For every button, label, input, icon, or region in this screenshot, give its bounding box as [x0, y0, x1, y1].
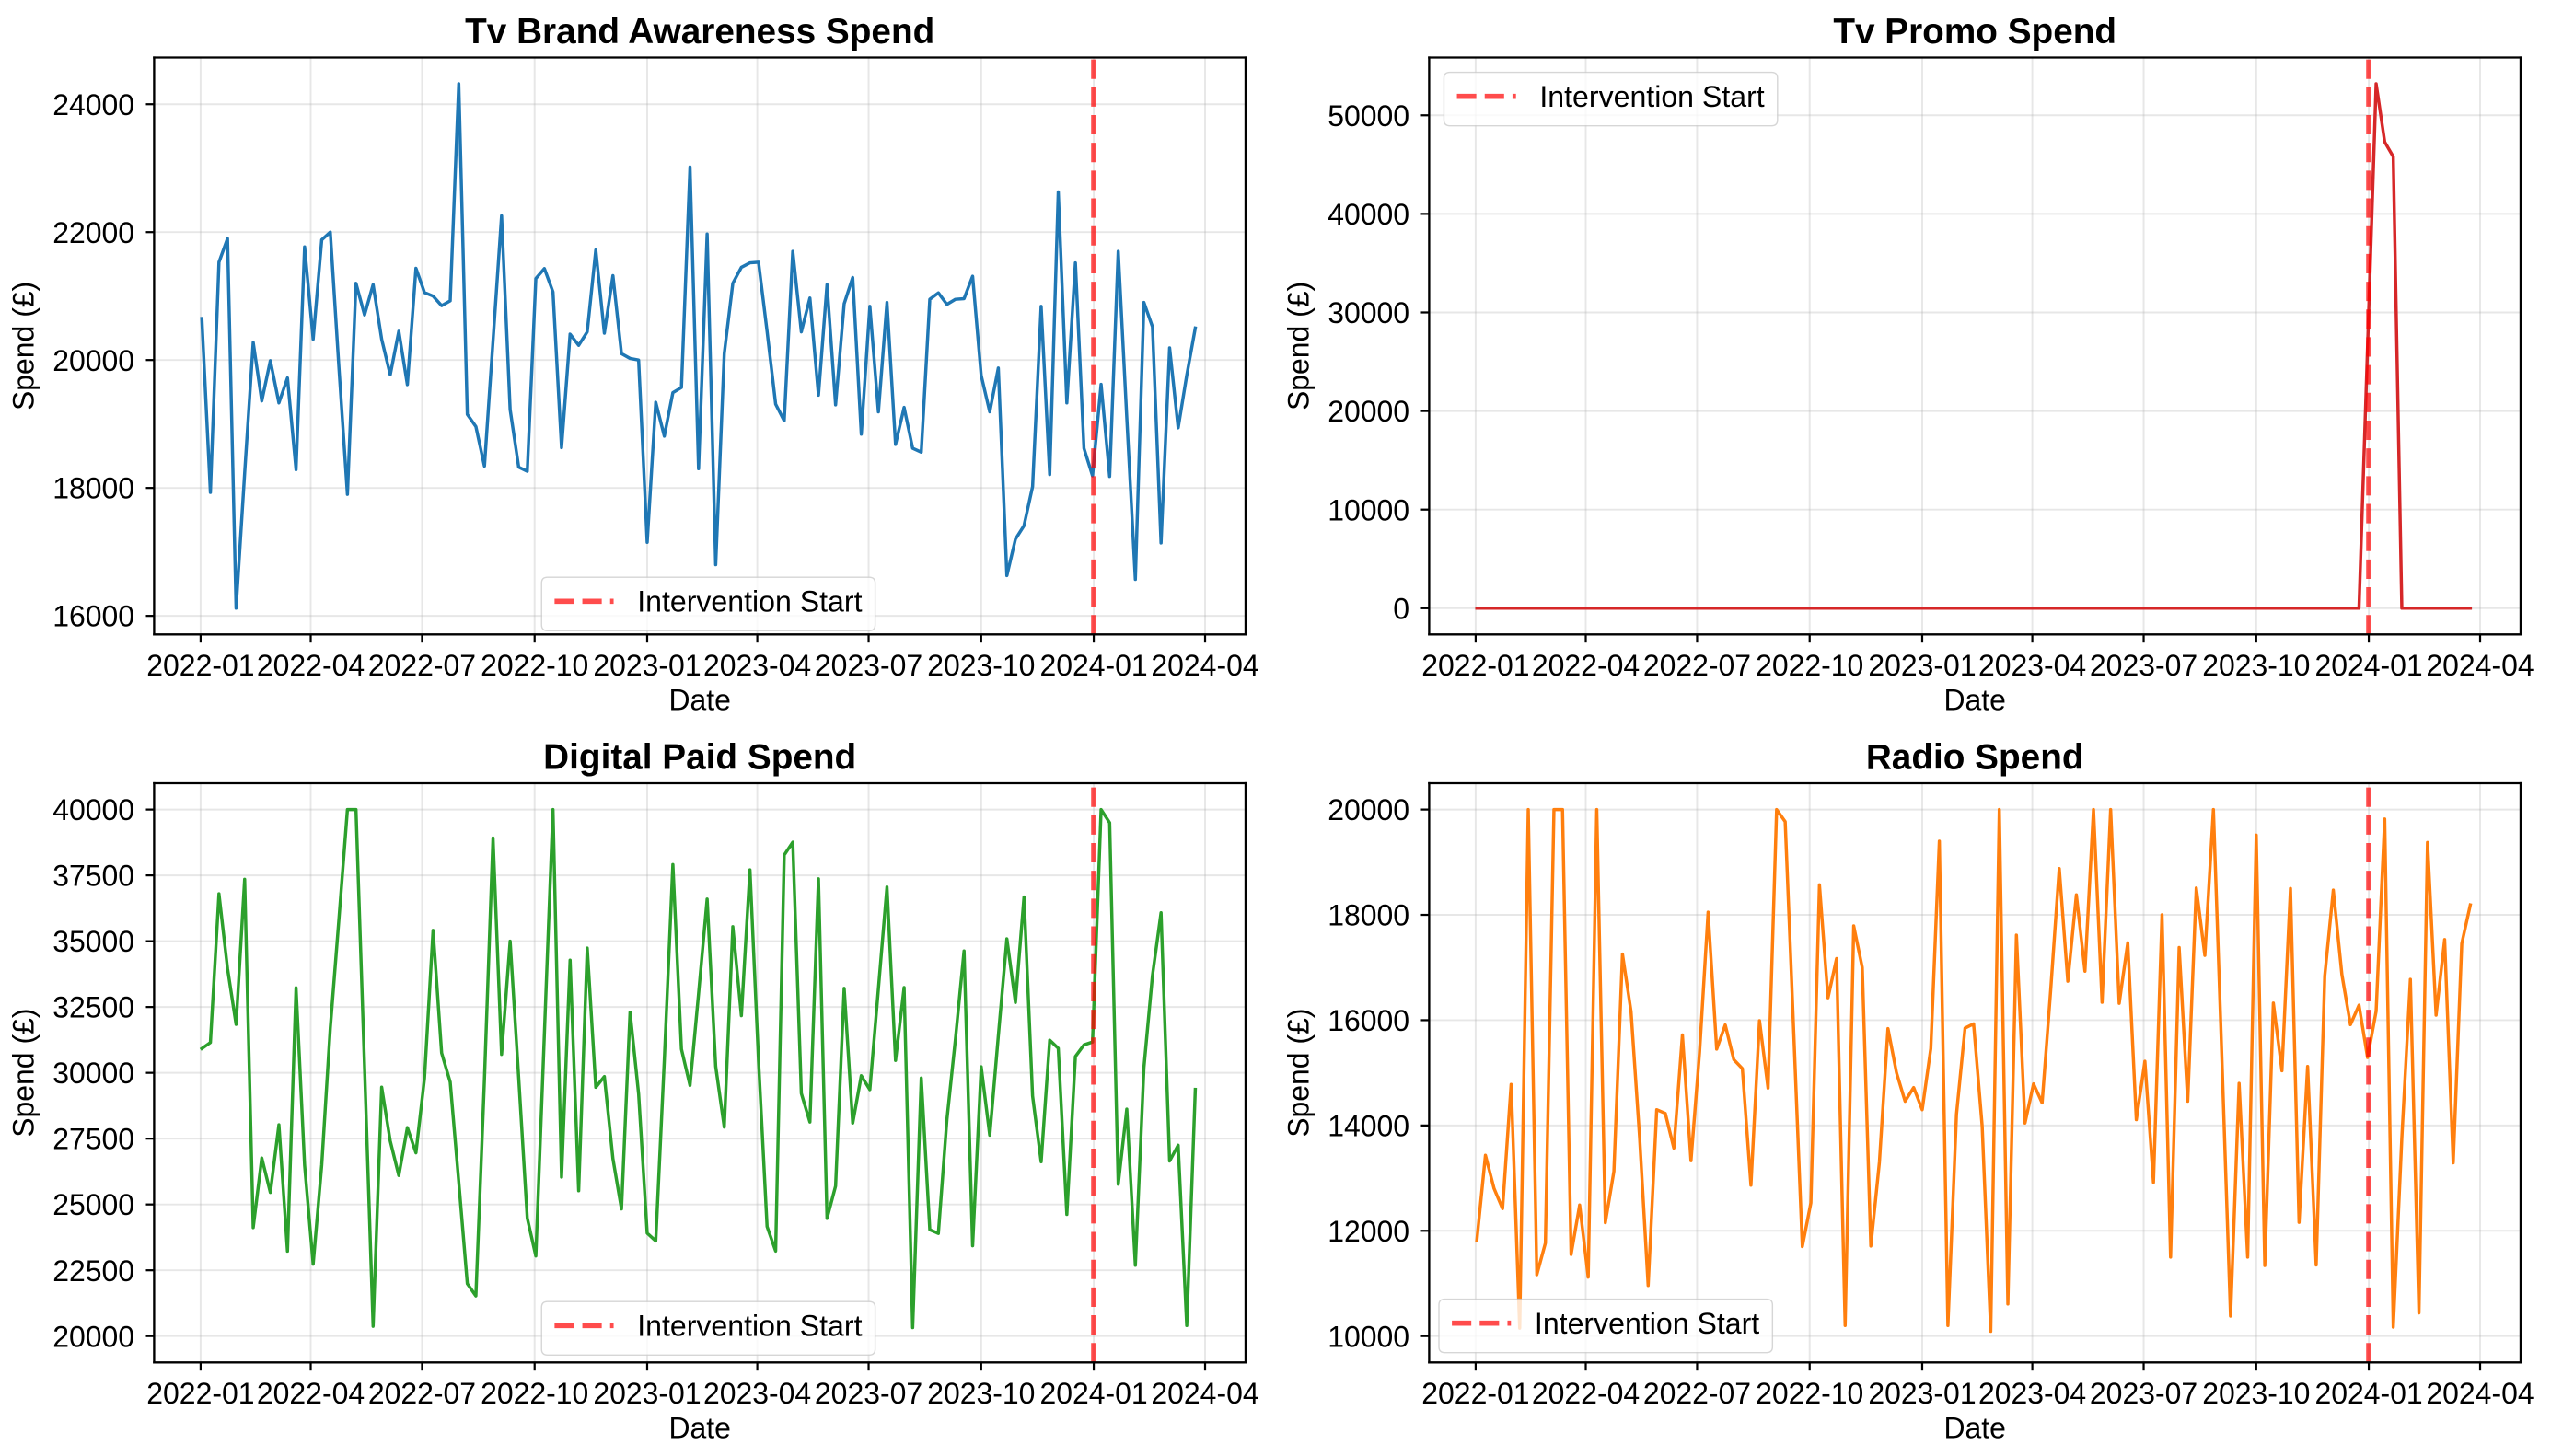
svg-text:2024-04: 2024-04 — [2426, 1377, 2534, 1410]
svg-text:Radio Spend: Radio Spend — [1866, 738, 2084, 778]
svg-text:40000: 40000 — [52, 793, 134, 826]
svg-text:27500: 27500 — [52, 1123, 134, 1156]
svg-text:Date: Date — [668, 683, 730, 716]
svg-text:25000: 25000 — [52, 1188, 134, 1221]
svg-text:Spend (£): Spend (£) — [1282, 282, 1316, 410]
svg-text:2022-04: 2022-04 — [257, 1377, 365, 1410]
svg-text:2023-10: 2023-10 — [2202, 649, 2310, 682]
svg-text:2022-10: 2022-10 — [481, 649, 588, 682]
svg-text:2022-04: 2022-04 — [1532, 649, 1640, 682]
svg-text:22500: 22500 — [52, 1254, 134, 1288]
svg-text:2024-01: 2024-01 — [1039, 649, 1147, 682]
svg-text:2022-01: 2022-01 — [146, 649, 254, 682]
svg-text:50000: 50000 — [1328, 99, 1409, 133]
svg-text:10000: 10000 — [1328, 493, 1409, 526]
svg-text:2023-07: 2023-07 — [815, 649, 922, 682]
svg-text:24000: 24000 — [52, 88, 134, 121]
svg-text:2022-07: 2022-07 — [368, 1377, 476, 1410]
svg-text:22000: 22000 — [52, 216, 134, 249]
svg-text:2022-01: 2022-01 — [1421, 1377, 1529, 1410]
svg-text:2024-04: 2024-04 — [1151, 649, 1258, 682]
svg-text:2022-10: 2022-10 — [1756, 649, 1863, 682]
svg-text:2023-01: 2023-01 — [1868, 1377, 1976, 1410]
svg-text:30000: 30000 — [1328, 296, 1409, 329]
svg-text:Date: Date — [1943, 1411, 2005, 1444]
svg-text:0: 0 — [1393, 592, 1409, 625]
svg-text:Intervention Start: Intervention Start — [1539, 80, 1764, 113]
svg-text:2024-01: 2024-01 — [2314, 649, 2422, 682]
svg-text:2023-07: 2023-07 — [815, 1377, 922, 1410]
svg-text:20000: 20000 — [1328, 793, 1409, 826]
svg-text:18000: 18000 — [52, 472, 134, 505]
svg-text:2022-04: 2022-04 — [257, 649, 365, 682]
svg-text:2023-07: 2023-07 — [2090, 1377, 2197, 1410]
svg-text:12000: 12000 — [1328, 1215, 1409, 1248]
svg-text:Date: Date — [668, 1411, 730, 1444]
svg-text:16000: 16000 — [1328, 1004, 1409, 1037]
svg-text:18000: 18000 — [1328, 899, 1409, 932]
svg-text:2022-07: 2022-07 — [1643, 1377, 1751, 1410]
svg-text:2022-07: 2022-07 — [368, 649, 476, 682]
svg-text:Intervention Start: Intervention Start — [637, 585, 862, 618]
svg-text:2023-01: 2023-01 — [1868, 649, 1976, 682]
svg-text:35000: 35000 — [52, 925, 134, 958]
svg-text:Tv Promo Spend: Tv Promo Spend — [1833, 12, 2116, 52]
svg-text:2023-01: 2023-01 — [593, 649, 701, 682]
svg-text:37500: 37500 — [52, 860, 134, 893]
svg-text:2022-04: 2022-04 — [1532, 1377, 1640, 1410]
svg-text:2022-01: 2022-01 — [1421, 649, 1529, 682]
svg-text:Spend (£): Spend (£) — [7, 282, 41, 410]
svg-text:2022-10: 2022-10 — [481, 1377, 588, 1410]
svg-text:2024-04: 2024-04 — [2426, 649, 2534, 682]
svg-text:20000: 20000 — [1328, 395, 1409, 428]
svg-text:Digital Paid Spend: Digital Paid Spend — [543, 738, 856, 778]
svg-text:2023-04: 2023-04 — [1978, 649, 2086, 682]
svg-text:40000: 40000 — [1328, 198, 1409, 231]
svg-text:2023-10: 2023-10 — [2202, 1377, 2310, 1410]
svg-text:Intervention Start: Intervention Start — [637, 1310, 862, 1343]
svg-text:2023-04: 2023-04 — [703, 649, 811, 682]
svg-text:2022-01: 2022-01 — [146, 1377, 254, 1410]
svg-text:Intervention Start: Intervention Start — [1535, 1307, 1759, 1340]
svg-text:Date: Date — [1943, 683, 2005, 716]
svg-text:2024-01: 2024-01 — [2314, 1377, 2422, 1410]
svg-text:2023-07: 2023-07 — [2090, 649, 2197, 682]
svg-text:32500: 32500 — [52, 991, 134, 1024]
svg-text:2023-04: 2023-04 — [1978, 1377, 2086, 1410]
svg-text:30000: 30000 — [52, 1057, 134, 1090]
svg-text:Tv Brand Awareness Spend: Tv Brand Awareness Spend — [465, 12, 934, 52]
svg-text:2023-10: 2023-10 — [927, 1377, 1035, 1410]
svg-text:Spend (£): Spend (£) — [1282, 1009, 1316, 1138]
svg-text:14000: 14000 — [1328, 1109, 1409, 1142]
svg-text:Spend (£): Spend (£) — [7, 1009, 41, 1138]
svg-text:2023-10: 2023-10 — [927, 649, 1035, 682]
svg-text:2024-04: 2024-04 — [1151, 1377, 1258, 1410]
svg-text:16000: 16000 — [52, 600, 134, 633]
svg-text:2023-01: 2023-01 — [593, 1377, 701, 1410]
svg-text:20000: 20000 — [52, 1320, 134, 1353]
svg-text:10000: 10000 — [1328, 1320, 1409, 1353]
svg-text:2022-07: 2022-07 — [1643, 649, 1751, 682]
svg-text:20000: 20000 — [52, 344, 134, 377]
svg-text:2024-01: 2024-01 — [1039, 1377, 1147, 1410]
svg-text:2022-10: 2022-10 — [1756, 1377, 1863, 1410]
svg-text:2023-04: 2023-04 — [703, 1377, 811, 1410]
